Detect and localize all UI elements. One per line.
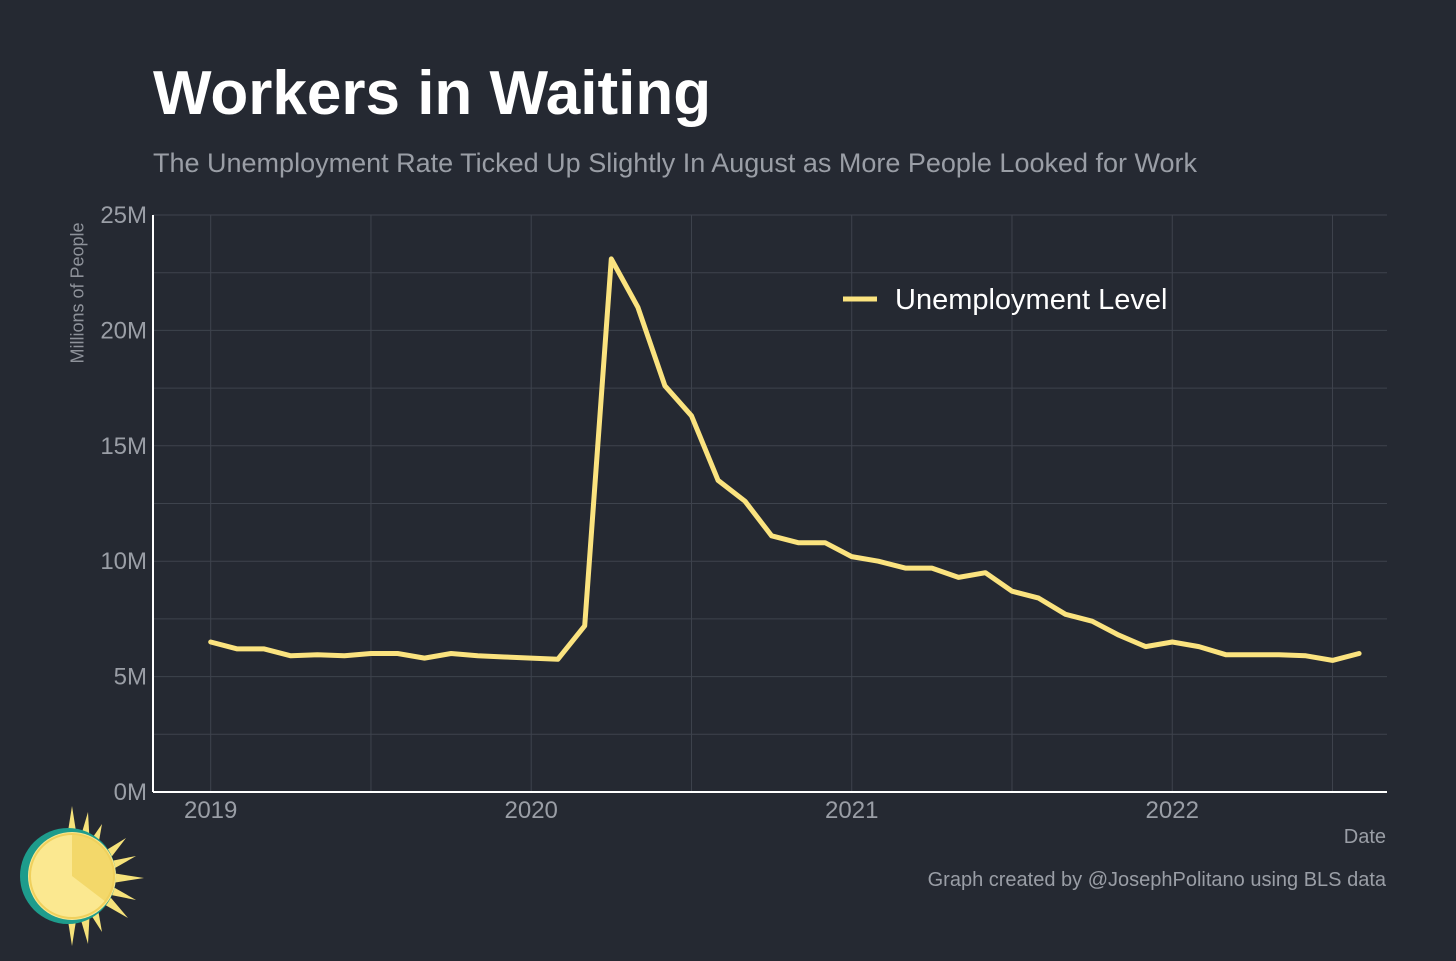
y-tick-label: 5M [114,664,147,691]
chart-subtitle: The Unemployment Rate Ticked Up Slightly… [153,148,1198,178]
x-tick-label: 2019 [184,797,237,824]
x-axis-title: Date [1343,826,1386,848]
x-tick-label: 2022 [1146,797,1199,824]
y-tick-label: 0M [114,779,147,806]
y-tick-label: 20M [100,317,147,344]
grid-lines [153,214,1387,793]
axes [152,215,1387,793]
legend-label: Unemployment Level [895,284,1167,316]
y-tick-label: 10M [100,548,147,575]
x-tick-label: 2020 [505,797,558,824]
chart-caption: Graph created by @JosephPolitano using B… [927,869,1386,891]
chart-title: Workers in Waiting [153,59,712,128]
series-lines [208,256,1362,663]
legend: Unemployment Level [843,284,1167,316]
y-tick-label: 15M [100,433,147,460]
y-tick-label: 25M [100,202,147,229]
tick-labels: 0M 5M 10M 15M 20M 25M 2019 2020 2021 2022 [100,202,1199,824]
sun-icon [20,806,144,946]
series-line-unemployment-level [208,256,1362,663]
x-tick-label: 2021 [825,797,878,824]
